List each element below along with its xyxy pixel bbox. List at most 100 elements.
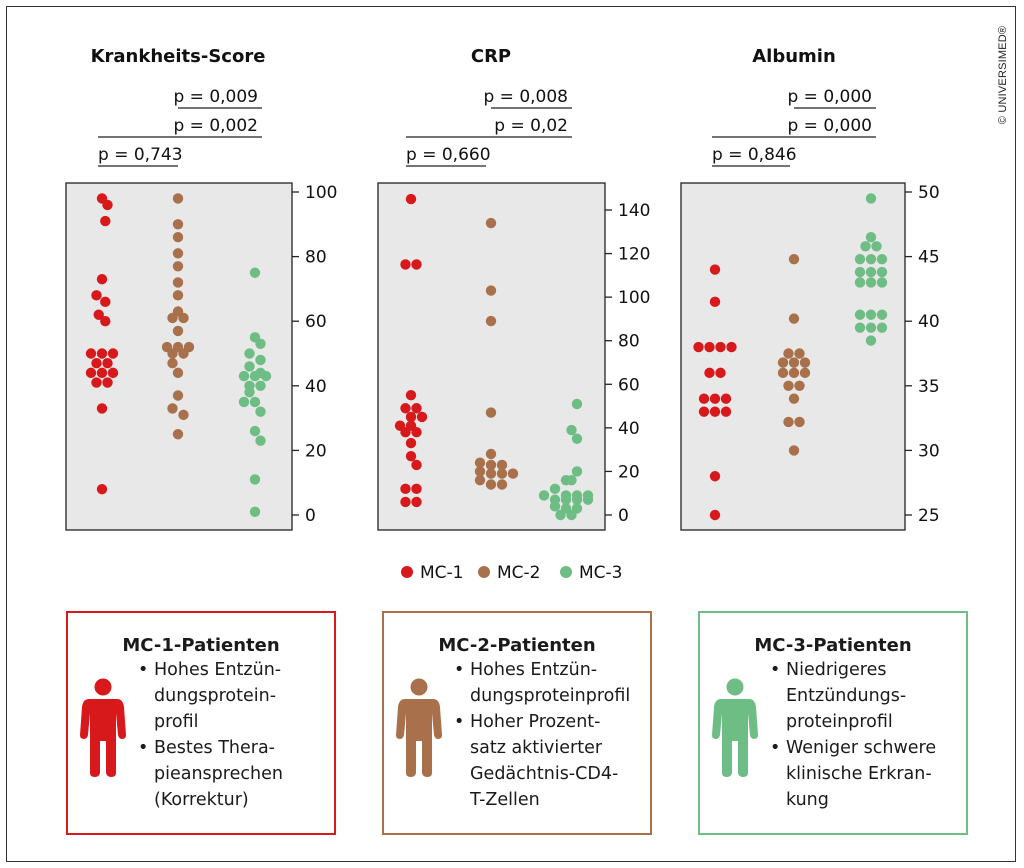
data-point-mc-3 [876, 309, 888, 320]
data-point-mc-2 [783, 416, 794, 428]
data-point-mc-3 [571, 494, 583, 505]
data-point-mc-2 [172, 193, 184, 204]
data-point-mc-1 [411, 427, 422, 438]
data-point-mc-2 [172, 248, 184, 259]
data-point-mc-1 [411, 459, 422, 471]
card-bullet-line: dungsprotein- [154, 686, 277, 706]
data-point-mc-3 [255, 338, 266, 350]
data-point-mc-1 [93, 309, 104, 320]
data-point-mc-1 [416, 411, 428, 423]
data-point-mc-2 [788, 393, 800, 404]
data-point-mc-2 [794, 416, 805, 428]
y-tick-label: 80 [305, 248, 327, 268]
data-point-mc-2 [172, 390, 184, 401]
data-point-mc-2 [799, 357, 811, 368]
card-bullet-line: Niedrigeres [786, 660, 887, 680]
data-point-mc-3 [865, 335, 877, 346]
data-point-mc-2 [178, 348, 189, 359]
y-tick-label: 60 [305, 312, 327, 332]
data-point-mc-2 [507, 468, 519, 479]
data-point-mc-3 [255, 435, 266, 446]
data-point-mc-1 [405, 450, 417, 462]
data-point-mc-2 [783, 348, 794, 359]
data-point-mc-1 [102, 377, 113, 388]
data-point-mc-1 [100, 316, 111, 327]
data-point-mc-2 [167, 348, 178, 359]
data-point-mc-2 [172, 277, 184, 288]
card-bullets: Hohes Entzün-dungsproteinprofilHoher Pro… [454, 657, 630, 813]
card-bullet: Niedrigeres Entzündungs-proteinprofil [770, 657, 936, 735]
data-point-mc-2 [172, 367, 184, 379]
data-point-mc-3 [249, 425, 261, 437]
data-point-mc-1 [709, 509, 721, 521]
data-point-mc-3 [249, 396, 261, 408]
data-point-mc-1 [720, 406, 732, 417]
pvalue-label: p = 0,008 [483, 87, 568, 107]
data-point-mc-3 [255, 354, 266, 366]
data-point-mc-1 [715, 367, 726, 379]
data-point-mc-1 [411, 403, 422, 414]
data-point-mc-3 [538, 490, 550, 501]
data-point-mc-2 [178, 409, 189, 421]
data-point-mc-1 [100, 215, 111, 227]
pvalue-label: p = 0,660 [406, 145, 491, 165]
data-point-mc-3 [854, 277, 866, 288]
data-point-mc-3 [249, 506, 261, 517]
y-tick-label: 0 [305, 506, 316, 526]
y-tick-label: 120 [618, 245, 650, 265]
data-point-mc-2 [788, 253, 800, 265]
data-point-mc-1 [704, 341, 715, 353]
y-tick-label: 100 [618, 288, 650, 308]
y-tick-label: 60 [618, 375, 640, 395]
data-point-mc-3 [865, 322, 877, 333]
y-tick-label: 30 [918, 441, 940, 461]
data-point-mc-1 [704, 367, 715, 379]
data-point-mc-2 [788, 445, 800, 456]
data-point-mc-3 [238, 396, 250, 408]
data-point-mc-3 [571, 398, 583, 410]
pvalue-label: p = 0,743 [98, 145, 183, 165]
data-point-mc-3 [566, 509, 577, 521]
data-point-mc-2 [485, 479, 497, 490]
data-point-mc-2 [172, 429, 184, 440]
data-point-mc-1 [102, 357, 113, 369]
data-point-mc-2 [172, 219, 184, 230]
legend-marker-mc-1 [401, 566, 413, 578]
data-point-mc-3 [260, 370, 272, 382]
data-point-mc-1 [411, 259, 422, 270]
data-point-mc-1 [400, 496, 411, 508]
data-point-mc-2 [474, 457, 486, 468]
card-bullet-line: profil [154, 712, 199, 732]
data-point-mc-3 [876, 322, 888, 333]
chart-area: Krankheits-Score p = 0,009 p = 0,002 p = 0,… [65, 46, 940, 583]
data-point-mc-3 [865, 309, 877, 320]
data-point-mc-1 [85, 367, 97, 379]
data-point-mc-3 [854, 266, 866, 278]
data-point-mc-3 [571, 466, 583, 477]
data-point-mc-2 [485, 459, 497, 471]
data-point-mc-3 [871, 241, 882, 252]
data-point-mc-3 [876, 266, 888, 278]
pvalue-label: p = 0,000 [787, 87, 872, 107]
data-point-mc-1 [698, 393, 710, 404]
data-point-mc-2 [777, 357, 789, 368]
data-point-mc-2 [485, 468, 497, 479]
y-tick-label: 35 [918, 377, 940, 397]
data-point-mc-2 [788, 357, 800, 368]
figure-frame [6, 6, 1016, 862]
card-bullet-line: proteinprofil [786, 712, 893, 732]
card-bullet: Hoher Prozent-satz aktivierter Gedächtnis… [454, 709, 630, 813]
y-tick-label: 50 [918, 183, 940, 203]
person-icon [396, 678, 442, 777]
panel-title: Krankheits-Score [91, 46, 266, 67]
data-point-mc-3 [555, 509, 566, 521]
data-point-mc-1 [405, 193, 417, 205]
data-point-mc-3 [865, 277, 877, 288]
data-point-mc-1 [720, 393, 732, 404]
data-point-mc-3 [566, 424, 577, 436]
data-point-mc-1 [411, 483, 422, 495]
data-point-mc-1 [709, 393, 721, 404]
data-point-mc-3 [854, 309, 866, 320]
data-point-mc-1 [400, 483, 411, 495]
data-point-mc-2 [178, 312, 189, 324]
